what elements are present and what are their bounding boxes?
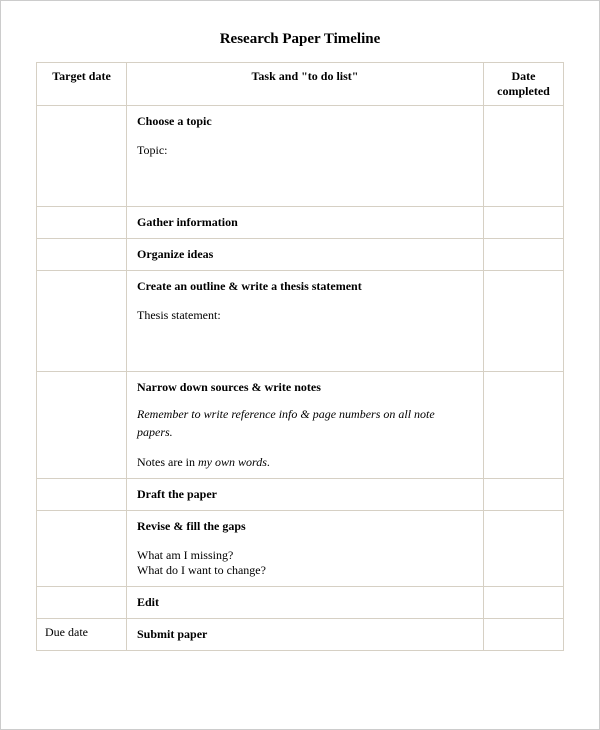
task-cell: Organize ideas xyxy=(127,239,484,271)
task-title: Gather information xyxy=(137,215,473,230)
task-title: Organize ideas xyxy=(137,247,473,262)
task-title: Submit paper xyxy=(137,627,473,642)
task-subtext: Topic: xyxy=(137,143,473,158)
date-completed-cell xyxy=(484,511,564,587)
col-header-target: Target date xyxy=(37,63,127,106)
task-title: Create an outline & write a thesis state… xyxy=(137,279,473,294)
target-date-cell xyxy=(37,207,127,239)
date-completed-cell xyxy=(484,207,564,239)
date-completed-cell xyxy=(484,372,564,479)
date-completed-cell xyxy=(484,587,564,619)
target-date-cell xyxy=(37,372,127,479)
task-title: Draft the paper xyxy=(137,487,473,502)
table-row: Organize ideas xyxy=(37,239,564,271)
target-date-cell: Due date xyxy=(37,619,127,651)
date-completed-cell xyxy=(484,479,564,511)
spacer xyxy=(137,323,473,363)
task-cell: Draft the paper xyxy=(127,479,484,511)
target-date-cell xyxy=(37,271,127,372)
date-completed-cell xyxy=(484,619,564,651)
col-header-task: Task and "to do list" xyxy=(127,63,484,106)
col-header-done: Date completed xyxy=(484,63,564,106)
page-title: Research Paper Timeline xyxy=(36,31,564,48)
task-cell: Create an outline & write a thesis state… xyxy=(127,271,484,372)
task-italic-note: Remember to write reference info & page … xyxy=(137,405,473,441)
table-row: Choose a topic Topic: xyxy=(37,106,564,207)
table-row: Gather information xyxy=(37,207,564,239)
target-date-cell xyxy=(37,587,127,619)
table-row: Edit xyxy=(37,587,564,619)
date-completed-cell xyxy=(484,271,564,372)
task-cell: Choose a topic Topic: xyxy=(127,106,484,207)
date-completed-cell xyxy=(484,239,564,271)
target-date-cell xyxy=(37,106,127,207)
table-header-row: Target date Task and "to do list" Date c… xyxy=(37,63,564,106)
table-row: Narrow down sources & write notes Remembe… xyxy=(37,372,564,479)
table-row: Due date Submit paper xyxy=(37,619,564,651)
task-title: Revise & fill the gaps xyxy=(137,519,473,534)
table-body: Choose a topic Topic: Gather information Or… xyxy=(37,106,564,651)
table-row: Draft the paper xyxy=(37,479,564,511)
task-cell: Narrow down sources & write notes Remembe… xyxy=(127,372,484,479)
date-completed-cell xyxy=(484,106,564,207)
task-cell: Revise & fill the gaps What am I missing?… xyxy=(127,511,484,587)
task-line: What am I missing? xyxy=(137,548,473,563)
target-date-cell xyxy=(37,511,127,587)
table-row: Create an outline & write a thesis state… xyxy=(37,271,564,372)
table-row: Revise & fill the gaps What am I missing?… xyxy=(37,511,564,587)
task-title: Narrow down sources & write notes xyxy=(137,380,473,395)
target-date-cell xyxy=(37,239,127,271)
timeline-table: Target date Task and "to do list" Date c… xyxy=(36,62,564,651)
task-line: What do I want to change? xyxy=(137,563,473,578)
target-date-cell xyxy=(37,479,127,511)
document-page: Research Paper Timeline Target date Task… xyxy=(0,0,600,730)
spacer xyxy=(137,158,473,198)
task-cell: Submit paper xyxy=(127,619,484,651)
task-title: Choose a topic xyxy=(137,114,473,129)
task-title: Edit xyxy=(137,595,473,610)
task-subtext: Thesis statement: xyxy=(137,308,473,323)
task-note: Notes are in my own words. xyxy=(137,455,473,470)
task-cell: Gather information xyxy=(127,207,484,239)
task-cell: Edit xyxy=(127,587,484,619)
